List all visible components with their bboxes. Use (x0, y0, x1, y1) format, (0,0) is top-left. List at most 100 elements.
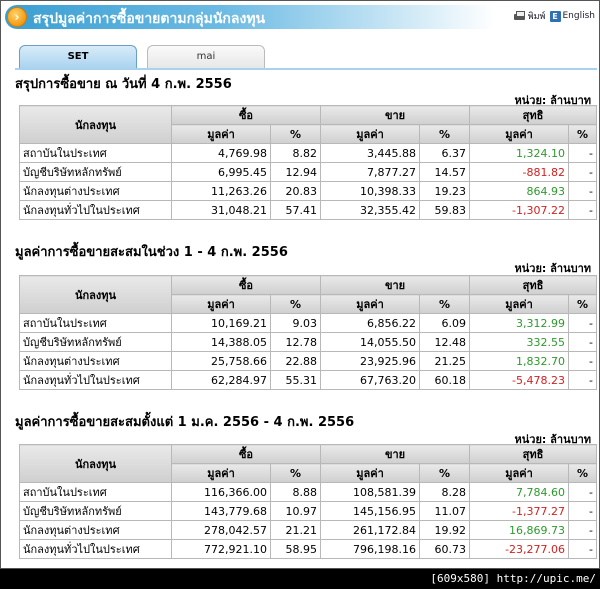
net-pct-cell: - (568, 200, 598, 220)
net-pct-cell: - (568, 501, 598, 521)
page-frame: › สรุปมูลค่าการซื้อขายตามกลุ่มนักลงทุน พ… (0, 0, 600, 569)
buy-pct-cell: 58.95 (269, 539, 322, 559)
net-pct-cell: - (568, 351, 598, 371)
table-row: นักลงทุนต่างประเทศ 11,263.26 20.83 10,398.3… (19, 181, 598, 201)
buy-header: ซื้อ (170, 444, 322, 464)
sell-value-cell: 6,856.22 (320, 313, 421, 333)
investor-table: นักลงทุน ซื้อ ขาย สุทธิ มูลค่า% มูลค่า% มูลค่า… (19, 275, 598, 390)
language-icon: E (549, 10, 561, 22)
investor-table: นักลงทุน ซื้อ ขาย สุทธิ มูลค่า% มูลค่า% มูลค่า… (19, 105, 598, 220)
market-tabs: SET mai (19, 45, 265, 69)
table-row: บัญชีบริษัทหลักทรัพย์ 14,388.05 12.78 14,05… (19, 332, 598, 352)
net-pct-cell: - (568, 313, 598, 333)
net-header: สุทธิ (469, 444, 598, 464)
footer-bar: [609x580] http://upic.me/ (0, 569, 600, 589)
table-row: นักลงทุนต่างประเทศ 278,042.57 21.21 261,172… (19, 520, 598, 540)
table-row: สถาบันในประเทศ 4,769.98 8.82 3,445.88 6.37 1,… (19, 143, 598, 163)
table-row: นักลงทุนต่างประเทศ 25,758.66 22.88 23,925.9… (19, 351, 598, 371)
buy-pct-header: % (269, 124, 322, 144)
net-pct-cell: - (568, 370, 598, 390)
buy-value-cell: 143,779.68 (171, 501, 271, 521)
header-tools: พิมพ์ E English (513, 9, 595, 23)
sell-value-cell: 14,055.50 (320, 332, 421, 352)
sell-value-cell: 32,355.42 (320, 200, 421, 220)
buy-pct-cell: 10.97 (269, 501, 322, 521)
english-link[interactable]: E English (549, 10, 596, 22)
investor-cell: สถาบันในประเทศ (19, 313, 172, 333)
print-button[interactable]: พิมพ์ (513, 9, 546, 23)
net-value-cell: 3,312.99 (469, 313, 570, 333)
investor-header: นักลงทุน (19, 275, 172, 314)
investor-cell: บัญชีบริษัทหลักทรัพย์ (19, 332, 172, 352)
header-row: นักลงทุน ซื้อ ขาย สุทธิ (19, 105, 598, 144)
arrow-circle-icon: › (7, 7, 27, 27)
net-value-cell: -5,478.23 (469, 370, 570, 390)
sell-value-header: มูลค่า (320, 463, 421, 483)
buy-pct-cell: 12.94 (269, 162, 322, 182)
sell-value-cell: 796,198.16 (320, 539, 421, 559)
buy-header: ซื้อ (170, 275, 322, 295)
table-row: นักลงทุนทั่วไปในประเทศ 31,048.21 57.41 32,3… (19, 200, 598, 220)
sell-pct-cell: 21.25 (419, 351, 471, 371)
buy-value-cell: 14,388.05 (171, 332, 271, 352)
net-value-cell: -881.82 (469, 162, 570, 182)
sell-pct-cell: 60.18 (419, 370, 471, 390)
investor-cell: นักลงทุนทั่วไปในประเทศ (19, 370, 172, 390)
investor-cell: นักลงทุนต่างประเทศ (19, 351, 172, 371)
buy-pct-cell: 9.03 (269, 313, 322, 333)
buy-value-cell: 25,758.66 (171, 351, 271, 371)
sell-pct-cell: 19.92 (419, 520, 471, 540)
sell-pct-cell: 59.83 (419, 200, 471, 220)
investor-cell: นักลงทุนทั่วไปในประเทศ (19, 539, 172, 559)
investor-cell: นักลงทุนต่างประเทศ (19, 181, 172, 201)
buy-pct-cell: 20.83 (269, 181, 322, 201)
investor-cell: บัญชีบริษัทหลักทรัพย์ (19, 162, 172, 182)
page-header: › สรุปมูลค่าการซื้อขายตามกลุ่มนักลงทุน พ… (5, 5, 595, 29)
english-label: English (562, 11, 596, 21)
net-value-cell: -1,377.27 (469, 501, 570, 521)
buy-value-cell: 772,921.10 (171, 539, 271, 559)
sell-pct-cell: 14.57 (419, 162, 471, 182)
footer-text: [609x580] http://upic.me/ (430, 572, 596, 585)
header-row: นักลงทุน ซื้อ ขาย สุทธิ (19, 444, 598, 483)
sell-value-cell: 145,156.95 (320, 501, 421, 521)
section-title: มูลค่าการซื้อขายสะสมตั้งแต่ 1 ม.ค. 2556 … (15, 415, 355, 430)
buy-value-cell: 6,995.45 (171, 162, 271, 182)
buy-value-cell: 116,366.00 (171, 482, 271, 502)
sell-value-header: มูลค่า (320, 294, 421, 314)
sell-pct-cell: 6.37 (419, 143, 471, 163)
unit-label: หน่วย: ล้านบาท (514, 94, 591, 107)
buy-pct-header: % (269, 463, 322, 483)
net-value-cell: 16,869.73 (469, 520, 570, 540)
table-row: นักลงทุนทั่วไปในประเทศ 62,284.97 55.31 67,7… (19, 370, 598, 390)
net-pct-cell: - (568, 181, 598, 201)
buy-pct-cell: 12.78 (269, 332, 322, 352)
subheader-row: มูลค่า% มูลค่า% มูลค่า% (20, 124, 598, 144)
net-pct-cell: - (568, 332, 598, 352)
buy-header: ซื้อ (170, 105, 322, 125)
sell-pct-header: % (419, 124, 471, 144)
investor-header: นักลงทุน (19, 105, 172, 144)
print-label: พิมพ์ (527, 12, 546, 22)
investor-cell: นักลงทุนต่างประเทศ (19, 520, 172, 540)
section-title: สรุปการซื้อขาย ณ วันที่ 4 ก.พ. 2556 (15, 77, 232, 92)
tab-mai[interactable]: mai (147, 45, 265, 69)
buy-value-cell: 278,042.57 (171, 520, 271, 540)
sell-header: ขาย (320, 444, 471, 464)
sell-pct-header: % (419, 463, 471, 483)
unit-label: หน่วย: ล้านบาท (514, 433, 591, 446)
net-pct-cell: - (568, 143, 598, 163)
buy-value-cell: 11,263.26 (171, 181, 271, 201)
buy-pct-cell: 8.82 (269, 143, 322, 163)
page-title: สรุปมูลค่าการซื้อขายตามกลุ่มนักลงทุน (33, 11, 266, 27)
net-header: สุทธิ (469, 275, 598, 295)
sell-pct-cell: 12.48 (419, 332, 471, 352)
sell-value-cell: 67,763.20 (320, 370, 421, 390)
header-bar (5, 5, 495, 29)
tab-set[interactable]: SET (19, 45, 137, 69)
net-value-header: มูลค่า (469, 463, 570, 483)
investor-cell: บัญชีบริษัทหลักทรัพย์ (19, 501, 172, 521)
net-pct-cell: - (568, 539, 598, 559)
net-pct-cell: - (568, 482, 598, 502)
buy-value-cell: 10,169.21 (171, 313, 271, 333)
